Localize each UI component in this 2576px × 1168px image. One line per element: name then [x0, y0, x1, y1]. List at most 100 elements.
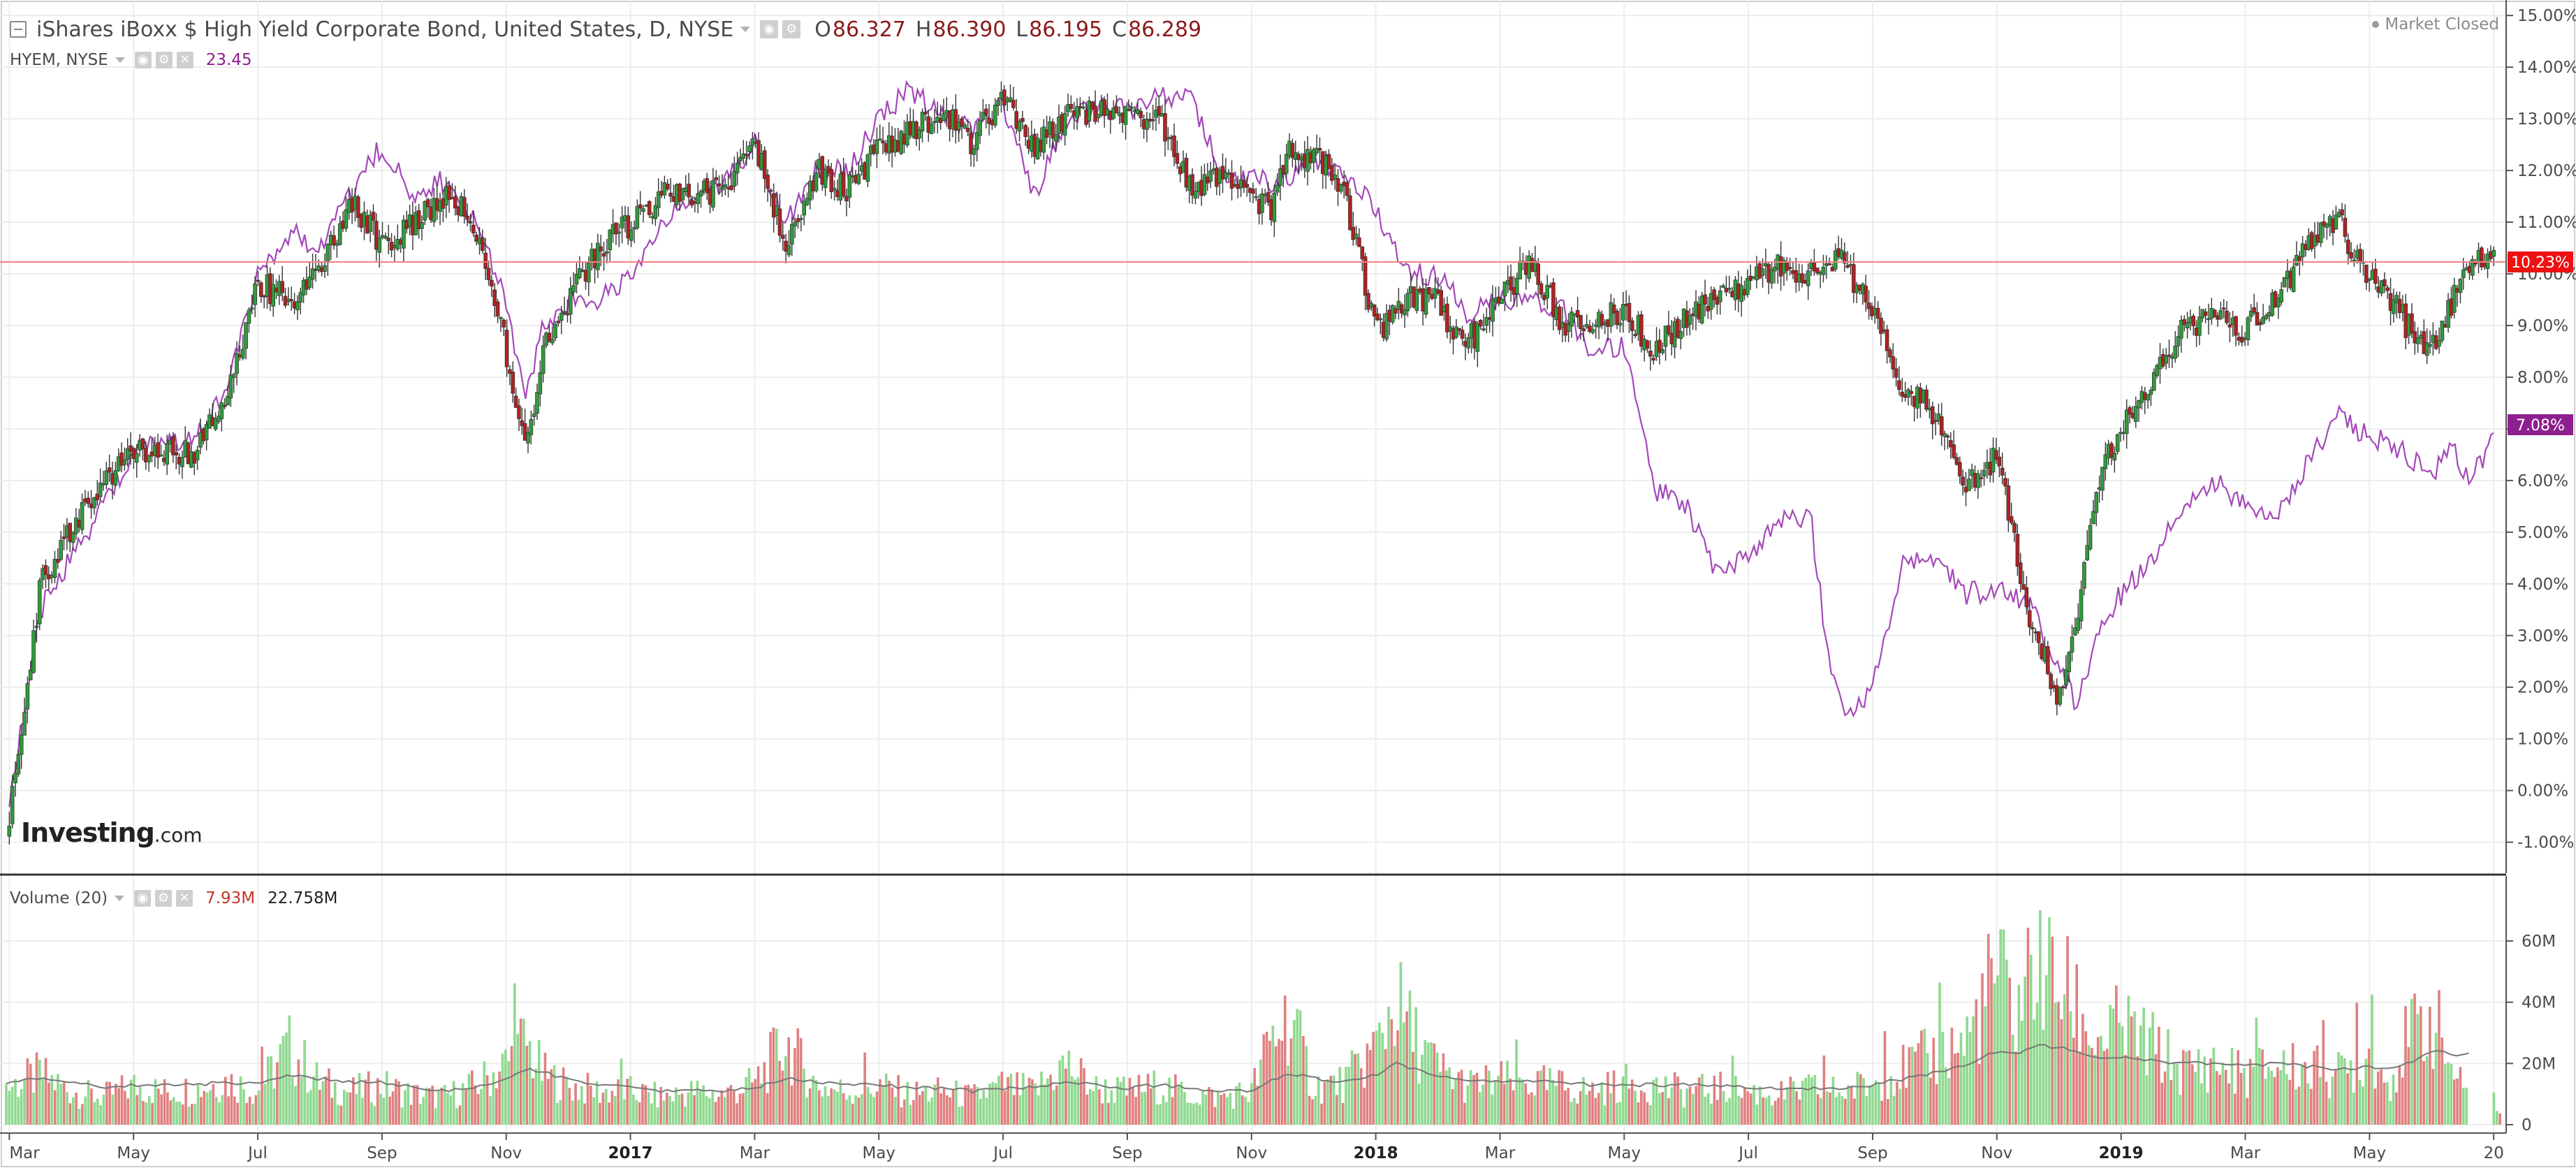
close-icon[interactable]: ✕: [176, 890, 193, 907]
eye-icon[interactable]: ◉: [134, 890, 152, 907]
volume-bar: [1098, 1089, 1101, 1125]
candle-body: [344, 209, 349, 229]
candle-body: [1961, 476, 1965, 486]
volume-bar: [1801, 1081, 1804, 1125]
volume-bar: [893, 1097, 897, 1125]
investing-logo[interactable]: Investing.com: [21, 817, 203, 848]
candle-body: [960, 118, 964, 126]
volume-bar: [1320, 1103, 1323, 1125]
volume-bar: [2048, 917, 2051, 1125]
volume-bar: [2221, 1063, 2225, 1125]
low-value: 86.195: [1029, 17, 1103, 42]
candle-body: [1600, 314, 1604, 326]
candle-body: [799, 218, 803, 220]
candle-body: [1769, 269, 1774, 284]
chevron-down-icon[interactable]: [740, 27, 751, 32]
candle-body: [1290, 143, 1295, 159]
candle-body: [1378, 318, 1383, 321]
volume-bar: [1914, 1051, 1917, 1125]
candle-body: [1566, 324, 1571, 333]
volume-bar: [2197, 1049, 2200, 1125]
candle-body: [665, 184, 670, 190]
volume-legend[interactable]: Volume (20) ◉ ⚙ ✕ 7.93M 22.758M: [10, 884, 337, 912]
volume-bar: [1390, 1019, 1393, 1125]
candle-body: [1843, 251, 1847, 264]
eye-icon[interactable]: ◉: [760, 20, 779, 38]
volume-bar: [2285, 1074, 2288, 1125]
candle-body: [1014, 111, 1018, 129]
volume-bar: [2306, 1083, 2310, 1125]
volume-bar: [416, 1085, 419, 1125]
volume-bar: [1713, 1075, 1716, 1125]
compare-series-legend[interactable]: HYEM, NYSE ◉ ⚙ ✕ 23.45: [10, 46, 252, 74]
eye-icon[interactable]: ◉: [134, 52, 152, 68]
volume-bar: [434, 1108, 437, 1125]
candle-body: [638, 204, 643, 209]
candle-body: [2182, 319, 2187, 325]
volume-bar: [349, 1092, 352, 1125]
volume-bar: [2194, 1072, 2197, 1125]
candle-body: [1787, 267, 1792, 269]
volume-bar: [124, 1090, 126, 1125]
candle-body: [1514, 277, 1519, 294]
volume-bar: [239, 1076, 242, 1125]
main-series-legend[interactable]: iShares iBoxx $ High Yield Corporate Bon…: [10, 11, 1201, 48]
volume-bar: [467, 1074, 471, 1125]
volume-bar: [717, 1096, 720, 1125]
volume-bar: [1171, 1097, 1174, 1125]
candle-body: [2085, 545, 2090, 561]
volume-bar: [946, 1095, 949, 1125]
volume-bar: [102, 1094, 105, 1125]
candle-body: [134, 453, 139, 463]
volume-bar: [2376, 1071, 2380, 1125]
volume-bar: [1162, 1095, 1165, 1125]
volume-bar: [833, 1089, 836, 1125]
volume-bar: [2407, 1046, 2410, 1125]
volume-bar: [108, 1081, 111, 1125]
volume-bar: [2276, 1067, 2279, 1125]
candle-body: [28, 669, 33, 680]
gear-icon[interactable]: ⚙: [155, 52, 173, 68]
market-status: Market Closed: [2372, 15, 2499, 34]
time-axis[interactable]: Mar May Jul Sep Nov 2017 Mar May Jul Sep Nov 2018 Ma…: [8, 1133, 2504, 1162]
gear-icon[interactable]: ⚙: [155, 890, 173, 907]
volume-bar: [863, 1052, 866, 1125]
volume-bar: [1396, 1030, 1399, 1125]
volume-bar: [1469, 1070, 1472, 1125]
candle-body: [368, 214, 372, 232]
volume-bar: [1116, 1077, 1119, 1125]
volume-bar: [1435, 1052, 1439, 1125]
price-tick-label: 0.00%: [2517, 782, 2568, 801]
volume-bar: [1055, 1085, 1058, 1125]
volume-bar: [1302, 1036, 1305, 1125]
collapse-legend-button[interactable]: [10, 21, 27, 38]
volume-bar: [20, 1089, 23, 1125]
volume-bar: [1722, 1090, 1725, 1125]
volume-bar: [218, 1102, 221, 1125]
time-tick-label: Jul: [247, 1144, 268, 1162]
volume-axis[interactable]: 60M 40M 20M 0: [2506, 933, 2556, 1134]
candle-body: [1372, 304, 1377, 316]
volume-bar: [1007, 1076, 1009, 1125]
gear-icon[interactable]: ⚙: [782, 20, 801, 38]
volume-bar: [2115, 985, 2118, 1125]
volume-bar: [726, 1087, 729, 1125]
candle-body: [532, 414, 536, 417]
volume-bar: [1679, 1088, 1683, 1125]
candle-body: [1930, 406, 1935, 425]
candle-body: [1509, 276, 1513, 291]
volume-bar: [428, 1088, 431, 1125]
candle-body: [1326, 154, 1331, 169]
candle-body: [371, 212, 376, 221]
close-icon[interactable]: ✕: [176, 52, 193, 68]
price-tick-label: 4.00%: [2517, 576, 2568, 594]
candle-body: [2325, 224, 2329, 228]
chevron-down-icon[interactable]: [115, 896, 125, 901]
candle-body: [717, 183, 722, 187]
volume-bar: [1341, 1102, 1345, 1125]
volume-bar: [1795, 1090, 1798, 1125]
chevron-down-icon[interactable]: [115, 57, 125, 63]
volume-bar: [2005, 959, 2008, 1125]
candle-body: [2461, 269, 2466, 279]
